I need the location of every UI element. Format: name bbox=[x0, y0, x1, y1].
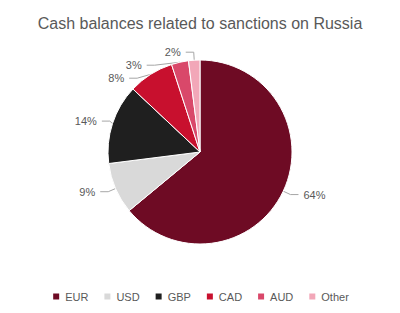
svg-text:EUR: EUR bbox=[65, 291, 88, 303]
svg-text:3%: 3% bbox=[126, 59, 142, 71]
svg-text:9%: 9% bbox=[79, 186, 95, 198]
svg-text:8%: 8% bbox=[108, 72, 124, 84]
svg-text:2%: 2% bbox=[165, 46, 181, 58]
svg-text:GBP: GBP bbox=[168, 291, 191, 303]
svg-text:Other: Other bbox=[321, 291, 349, 303]
svg-text:CAD: CAD bbox=[219, 291, 242, 303]
svg-text:AUD: AUD bbox=[270, 291, 293, 303]
svg-text:USD: USD bbox=[116, 291, 139, 303]
svg-text:64%: 64% bbox=[303, 189, 325, 201]
svg-text:14%: 14% bbox=[75, 115, 97, 127]
svg-text:Cash balances related to sanct: Cash balances related to sanctions on Ru… bbox=[38, 15, 363, 32]
